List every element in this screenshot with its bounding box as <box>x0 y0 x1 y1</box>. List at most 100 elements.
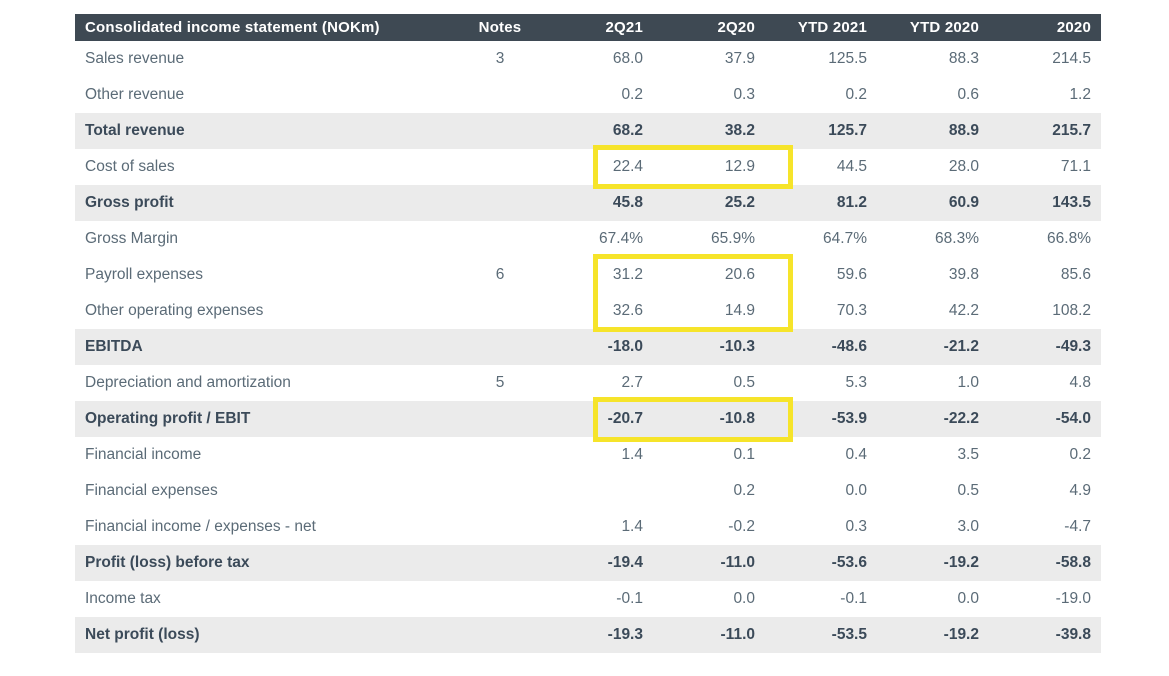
note-cell <box>459 221 541 257</box>
value-cell-ytd-2020: 0.0 <box>957 590 979 607</box>
table-row: EBITDA -18.0 -10.3 -48.6 -21.2 -49.3 <box>75 329 1101 365</box>
value-cell-ytd-2020: 42.2 <box>948 302 979 319</box>
value-cell-ytd-2021: 81.2 <box>765 185 877 221</box>
value-cell-2020: -49.3 <box>989 329 1101 365</box>
value-cell-ytd-2020: 39.8 <box>948 266 979 283</box>
note-cell <box>459 401 541 437</box>
value-cell-2q20: 20.6 <box>724 266 755 283</box>
value-cell-2q21: -0.1 <box>616 590 643 607</box>
value-cell-2020: 108.2 <box>1052 302 1091 319</box>
value-cell-ytd-2020: 0.5 <box>957 482 979 499</box>
table-row: Gross Margin 67.4% 65.9% 64.7% 68.3% 66.… <box>75 221 1101 257</box>
value-cell-ytd-2020: -22.2 <box>877 401 989 437</box>
value-cell-2020: -4.7 <box>1064 518 1091 535</box>
row-label: Financial income / expenses - net <box>85 518 316 535</box>
value-cell-2q21: 45.8 <box>541 185 653 221</box>
value-cell-ytd-2020: 88.9 <box>877 113 989 149</box>
row-label: Income tax <box>85 590 161 607</box>
value-cell-ytd-2020: -19.2 <box>877 617 989 653</box>
row-label: Gross Margin <box>85 230 179 247</box>
value-cell-2q20: 0.2 <box>733 482 755 499</box>
row-label: Depreciation and amortization <box>85 374 291 391</box>
value-cell-2q21 <box>541 473 653 509</box>
note-cell <box>459 473 541 509</box>
column-header-notes: Notes <box>459 14 541 41</box>
note-cell: 5 <box>495 374 505 391</box>
value-cell-2q20: 65.9% <box>711 230 755 247</box>
value-cell-2020: 85.6 <box>1060 266 1091 283</box>
table-row: Financial expenses 0.2 0.0 0.5 4.9 <box>75 473 1101 509</box>
value-cell-ytd-2021: -48.6 <box>765 329 877 365</box>
column-header-2q20: 2Q20 <box>653 14 765 41</box>
value-cell-2q20: 0.5 <box>733 374 755 391</box>
row-label: Profit (loss) before tax <box>75 545 459 581</box>
value-cell-2q21: 1.4 <box>621 446 643 463</box>
note-cell <box>459 437 541 473</box>
column-header-2020: 2020 <box>989 14 1101 41</box>
income-statement-table: Consolidated income statement (NOKm) Not… <box>75 14 1101 653</box>
table-row: Other revenue 0.2 0.3 0.2 0.6 1.2 <box>75 77 1101 113</box>
row-label: Financial expenses <box>85 482 218 499</box>
value-cell-ytd-2020: 1.0 <box>957 374 979 391</box>
value-cell-2q20: 37.9 <box>724 50 755 67</box>
value-cell-ytd-2021: -0.1 <box>840 590 867 607</box>
value-cell-2020: 0.2 <box>1069 446 1091 463</box>
value-cell-2q20: 0.0 <box>733 590 755 607</box>
value-cell-ytd-2020: 3.0 <box>957 518 979 535</box>
value-cell-2q20: -10.3 <box>653 329 765 365</box>
table-row: Depreciation and amortization 5 2.7 0.5 … <box>75 365 1101 401</box>
note-cell <box>459 185 541 221</box>
value-cell-2q20: 12.9 <box>724 158 755 175</box>
value-cell-ytd-2020: 88.3 <box>948 50 979 67</box>
value-cell-2q21: -19.3 <box>541 617 653 653</box>
value-cell-2020: 4.9 <box>1069 482 1091 499</box>
header-row: Consolidated income statement (NOKm) Not… <box>75 14 1101 41</box>
value-cell-2020: 71.1 <box>1060 158 1091 175</box>
note-cell <box>459 149 541 185</box>
note-cell <box>459 77 541 113</box>
note-cell <box>459 617 541 653</box>
row-label: Sales revenue <box>85 50 185 67</box>
value-cell-2q21: 0.2 <box>621 86 643 103</box>
value-cell-ytd-2021: 44.5 <box>836 158 867 175</box>
value-cell-ytd-2021: -53.9 <box>765 401 877 437</box>
value-cell-2q21: 68.0 <box>612 50 643 67</box>
value-cell-2q21: 22.4 <box>612 158 643 175</box>
value-cell-2q20: 0.1 <box>733 446 755 463</box>
table-row: Payroll expenses 6 31.2 20.6 59.6 39.8 8… <box>75 257 1101 293</box>
row-label: Net profit (loss) <box>75 617 459 653</box>
table-row: Net profit (loss) -19.3 -11.0 -53.5 -19.… <box>75 617 1101 653</box>
value-cell-ytd-2021: 125.5 <box>828 50 867 67</box>
value-cell-2020: -19.0 <box>1055 590 1091 607</box>
note-cell: 3 <box>495 50 505 67</box>
row-label: Total revenue <box>75 113 459 149</box>
value-cell-ytd-2021: 0.0 <box>845 482 867 499</box>
note-cell <box>459 545 541 581</box>
table-row: Other operating expenses 32.6 14.9 70.3 … <box>75 293 1101 329</box>
value-cell-2q21: 1.4 <box>621 518 643 535</box>
value-cell-2q21: -20.7 <box>541 401 653 437</box>
value-cell-ytd-2021: -53.6 <box>765 545 877 581</box>
value-cell-ytd-2021: 5.3 <box>845 374 867 391</box>
value-cell-2020: 1.2 <box>1069 86 1091 103</box>
value-cell-2q21: -18.0 <box>541 329 653 365</box>
note-cell <box>459 509 541 545</box>
value-cell-2q21: 67.4% <box>599 230 643 247</box>
row-label: Other revenue <box>85 86 185 103</box>
value-cell-ytd-2020: -19.2 <box>877 545 989 581</box>
column-header-ytd-2021: YTD 2021 <box>765 14 877 41</box>
value-cell-ytd-2020: 60.9 <box>877 185 989 221</box>
value-cell-ytd-2021: 64.7% <box>823 230 867 247</box>
column-header-2q21: 2Q21 <box>541 14 653 41</box>
row-label: Operating profit / EBIT <box>75 401 459 437</box>
value-cell-2020: 4.8 <box>1069 374 1091 391</box>
value-cell-2q21: -19.4 <box>541 545 653 581</box>
value-cell-ytd-2020: 0.6 <box>957 86 979 103</box>
value-cell-2020: 214.5 <box>1052 50 1091 67</box>
value-cell-ytd-2021: 59.6 <box>836 266 867 283</box>
value-cell-2q21: 2.7 <box>621 374 643 391</box>
table-row: Operating profit / EBIT -20.7 -10.8 -53.… <box>75 401 1101 437</box>
table-row: Sales revenue 3 68.0 37.9 125.5 88.3 214… <box>75 41 1101 77</box>
row-label: Cost of sales <box>85 158 175 175</box>
